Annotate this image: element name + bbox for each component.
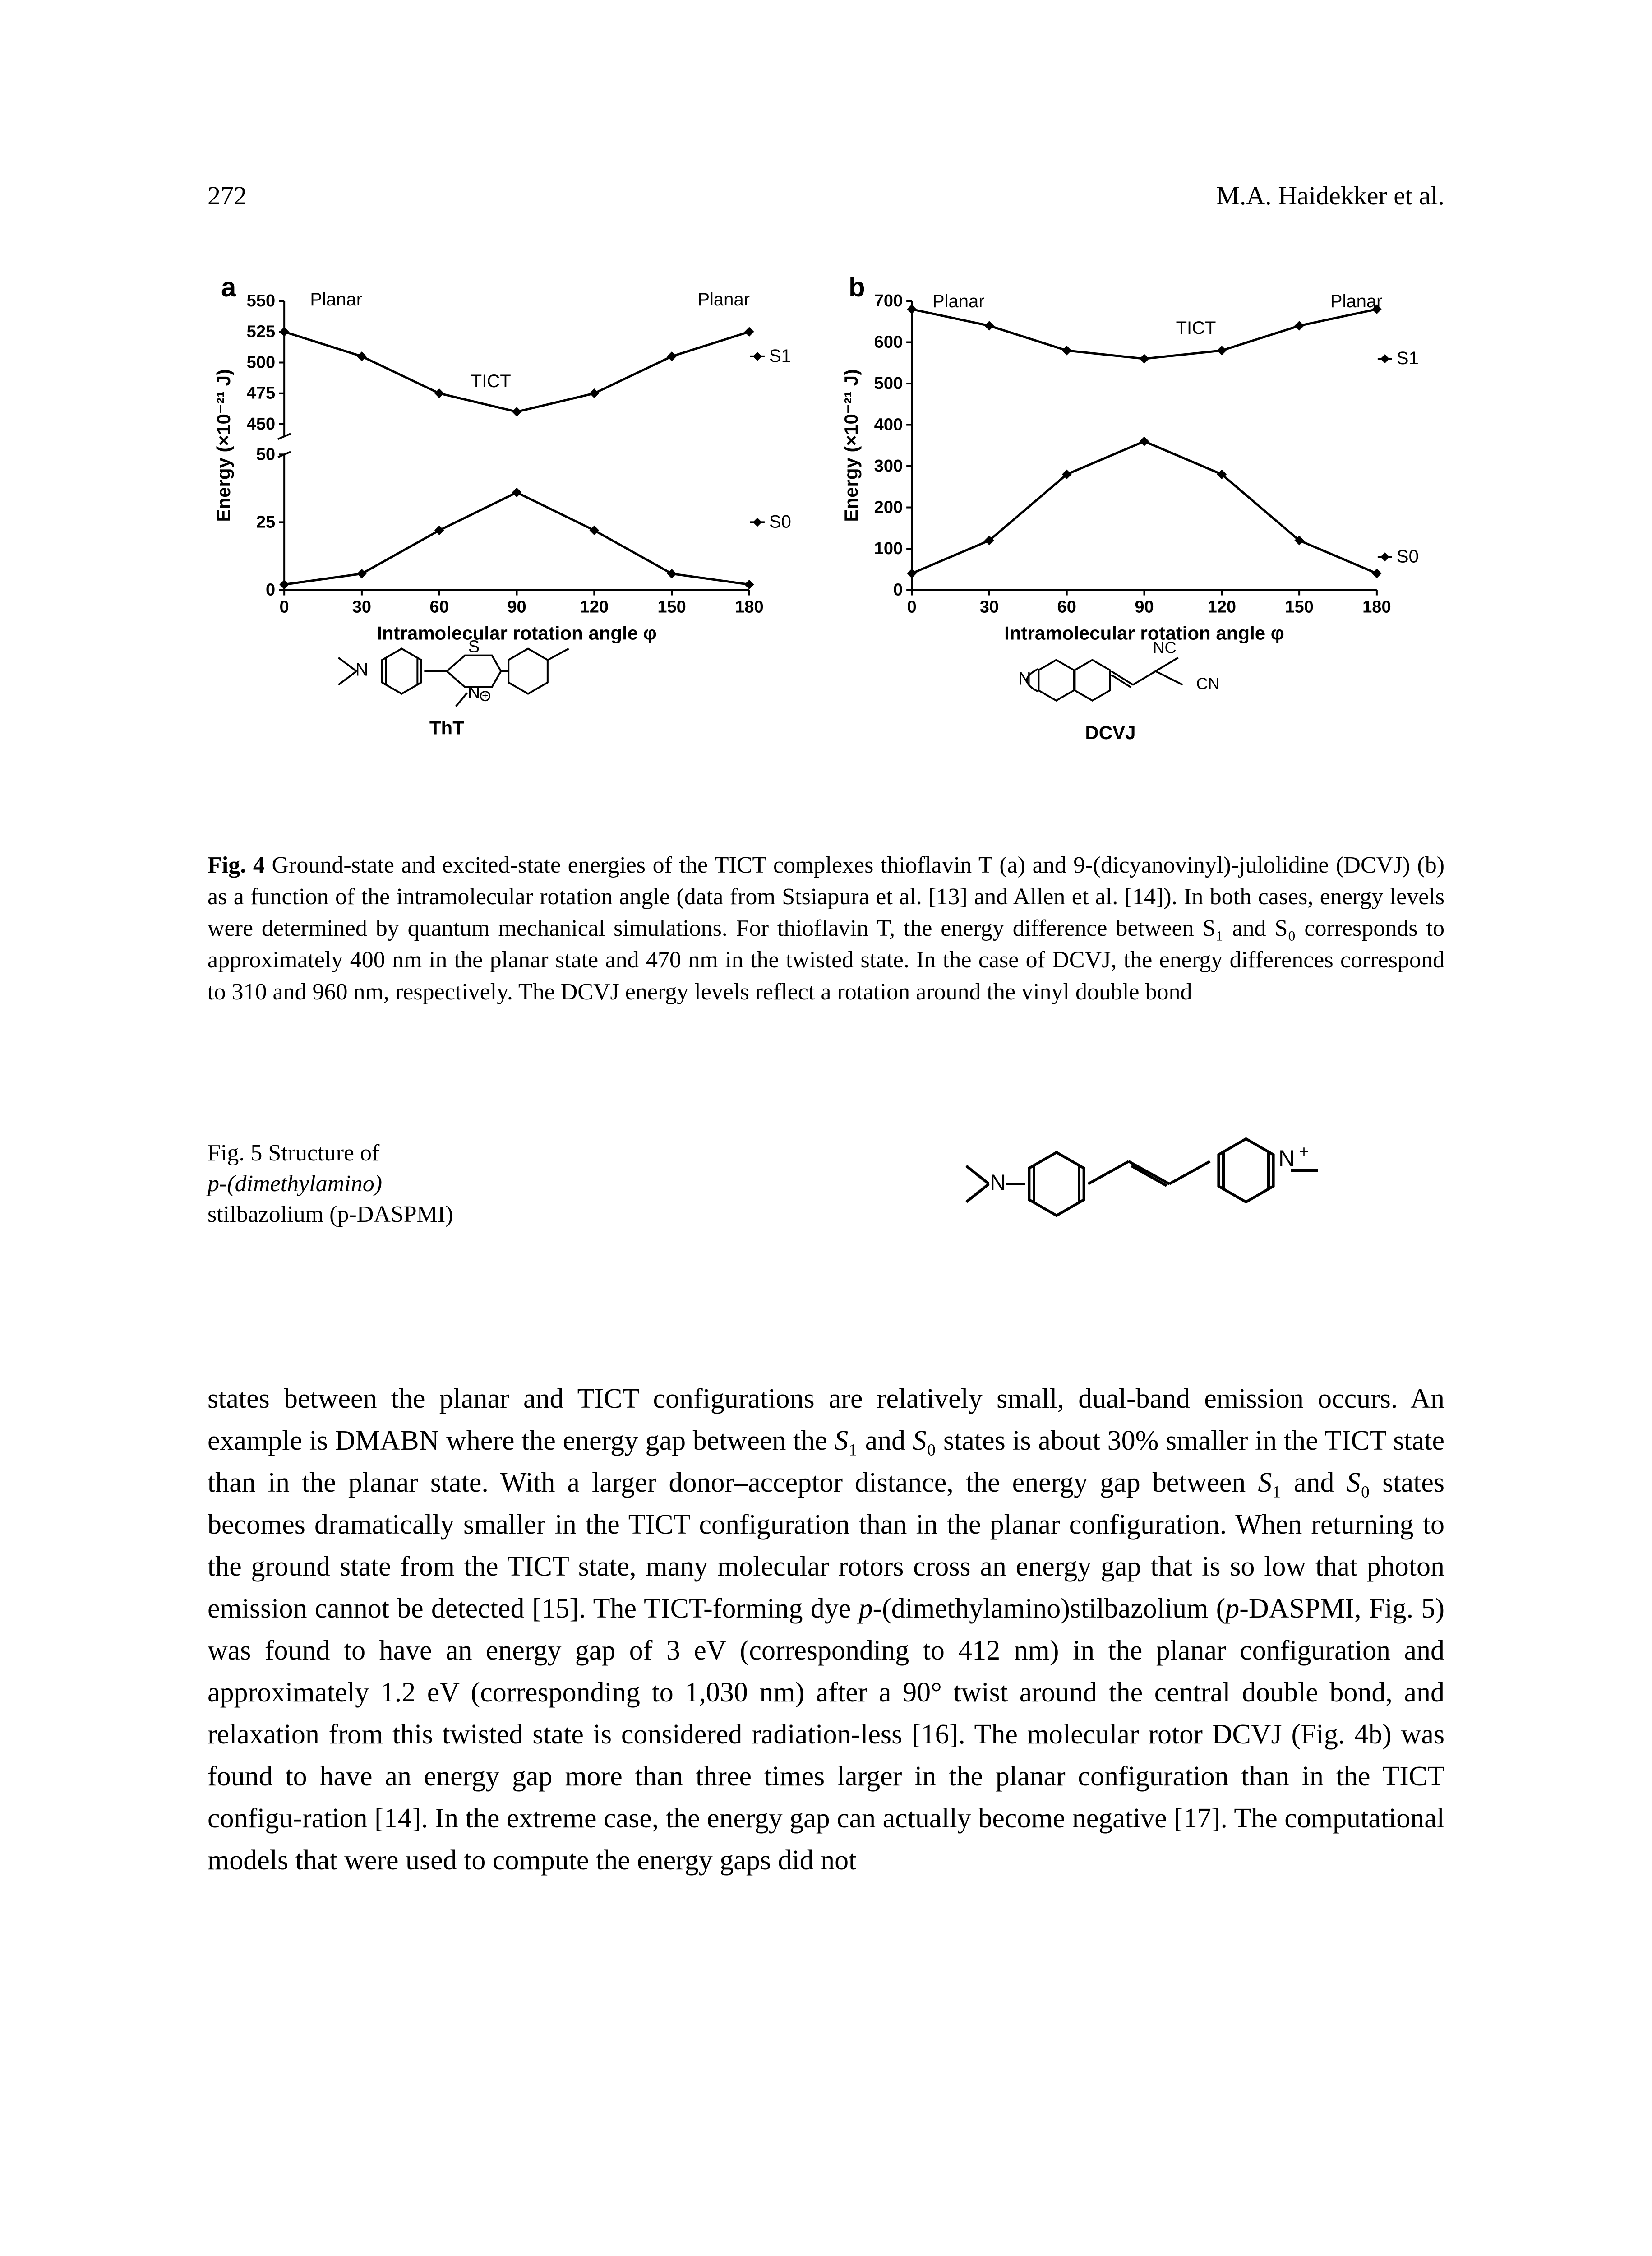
svg-text:30: 30	[352, 598, 371, 617]
svg-text:b: b	[849, 274, 865, 302]
svg-text:NC: NC	[1153, 638, 1177, 657]
svg-text:S1: S1	[1397, 348, 1419, 368]
figure-4-caption-text: Ground-state and excited-state energies …	[208, 852, 1444, 1005]
svg-text:Planar: Planar	[1330, 291, 1383, 311]
svg-text:Intramolecular rotation angle: Intramolecular rotation angle φ	[377, 623, 657, 644]
page-number: 272	[208, 180, 247, 211]
svg-text:+: +	[1299, 1142, 1309, 1160]
svg-text:525: 525	[247, 322, 275, 341]
svg-text:Planar: Planar	[310, 290, 362, 310]
figure-5: Fig. 5 Structure of p-(dimethylamino) st…	[208, 1116, 1444, 1252]
svg-text:N: N	[468, 684, 480, 703]
svg-text:ThT: ThT	[429, 717, 464, 739]
svg-text:50: 50	[256, 445, 275, 464]
svg-text:N: N	[355, 660, 369, 680]
running-head: 272 M.A. Haidekker et al.	[208, 180, 1444, 211]
svg-text:400: 400	[874, 416, 903, 435]
svg-text:700: 700	[874, 291, 903, 310]
svg-text:60: 60	[1057, 598, 1076, 617]
svg-text:0: 0	[280, 598, 289, 617]
figure-4: a450475500525550025500306090120150180Int…	[208, 274, 1444, 795]
figure-4-caption: Fig. 4 Ground-state and excited-state en…	[208, 850, 1444, 1008]
svg-text:Energy (×10⁻²¹ J): Energy (×10⁻²¹ J)	[840, 369, 862, 522]
svg-text:500: 500	[874, 374, 903, 393]
figure-4-panel-a: a450475500525550025500306090120150180Int…	[208, 274, 817, 795]
figure-5-caption: Fig. 5 Structure of p-(dimethylamino) st…	[208, 1138, 453, 1230]
svg-text:CN: CN	[1196, 675, 1220, 693]
svg-text:25: 25	[256, 513, 275, 532]
svg-text:0: 0	[907, 598, 917, 617]
svg-text:TICT: TICT	[471, 371, 511, 391]
svg-text:N: N	[1018, 669, 1031, 689]
svg-text:150: 150	[657, 598, 686, 617]
svg-text:0: 0	[266, 581, 275, 600]
svg-text:S0: S0	[769, 512, 791, 532]
figure-5-label: Fig. 5	[208, 1140, 262, 1166]
svg-text:DCVJ: DCVJ	[1085, 722, 1135, 743]
figure-4-label: Fig. 4	[208, 852, 265, 878]
svg-text:a: a	[221, 274, 236, 302]
figure-5-caption-line-0: Structure of	[268, 1140, 379, 1166]
svg-text:500: 500	[247, 353, 275, 372]
svg-text:N: N	[990, 1170, 1006, 1195]
svg-text:120: 120	[580, 598, 609, 617]
svg-text:Planar: Planar	[697, 290, 750, 310]
chart-b-svg: b 0 100 200 300 400 500 600 700 0 30 60 90 120 150 180 I…	[835, 274, 1444, 793]
figure-5-caption-line-2: stilbazolium (p-DASPMI)	[208, 1202, 453, 1227]
figure-5-caption-line-1: p-(dimethylamino)	[208, 1171, 382, 1197]
svg-text:90: 90	[1135, 598, 1154, 617]
svg-text:475: 475	[247, 384, 275, 403]
svg-text:200: 200	[874, 498, 903, 517]
svg-text:180: 180	[735, 598, 763, 617]
svg-text:600: 600	[874, 333, 903, 352]
svg-text:60: 60	[430, 598, 449, 617]
svg-text:450: 450	[247, 415, 275, 434]
svg-text:30: 30	[980, 598, 999, 617]
svg-text:90: 90	[507, 598, 526, 617]
svg-text:S1: S1	[769, 346, 791, 366]
svg-text:TICT: TICT	[1176, 318, 1216, 338]
svg-text:120: 120	[1208, 598, 1236, 617]
figure-4-panel-b: b 0 100 200 300 400 500 600 700 0 30 60 90 120 150 180 I…	[835, 274, 1444, 795]
running-title: M.A. Haidekker et al.	[1216, 180, 1444, 211]
svg-text:550: 550	[247, 291, 275, 310]
svg-text:100: 100	[874, 539, 903, 558]
svg-text:Planar: Planar	[932, 291, 985, 311]
svg-text:300: 300	[874, 457, 903, 476]
body-paragraph: states between the planar and TICT confi…	[208, 1378, 1444, 1882]
svg-text:180: 180	[1362, 598, 1391, 617]
svg-text:0: 0	[893, 581, 903, 600]
figure-5-molecule: NN+	[948, 1116, 1444, 1252]
chart-a-svg: a450475500525550025500306090120150180Int…	[208, 274, 817, 793]
svg-text:+: +	[482, 690, 488, 702]
svg-text:Energy (×10⁻²¹ J): Energy (×10⁻²¹ J)	[213, 369, 234, 522]
svg-text:Intramolecular rotation angle: Intramolecular rotation angle φ	[1004, 623, 1284, 644]
svg-text:S: S	[468, 638, 480, 656]
svg-text:S0: S0	[1397, 546, 1419, 566]
svg-text:150: 150	[1285, 598, 1313, 617]
svg-text:N: N	[1278, 1146, 1295, 1171]
